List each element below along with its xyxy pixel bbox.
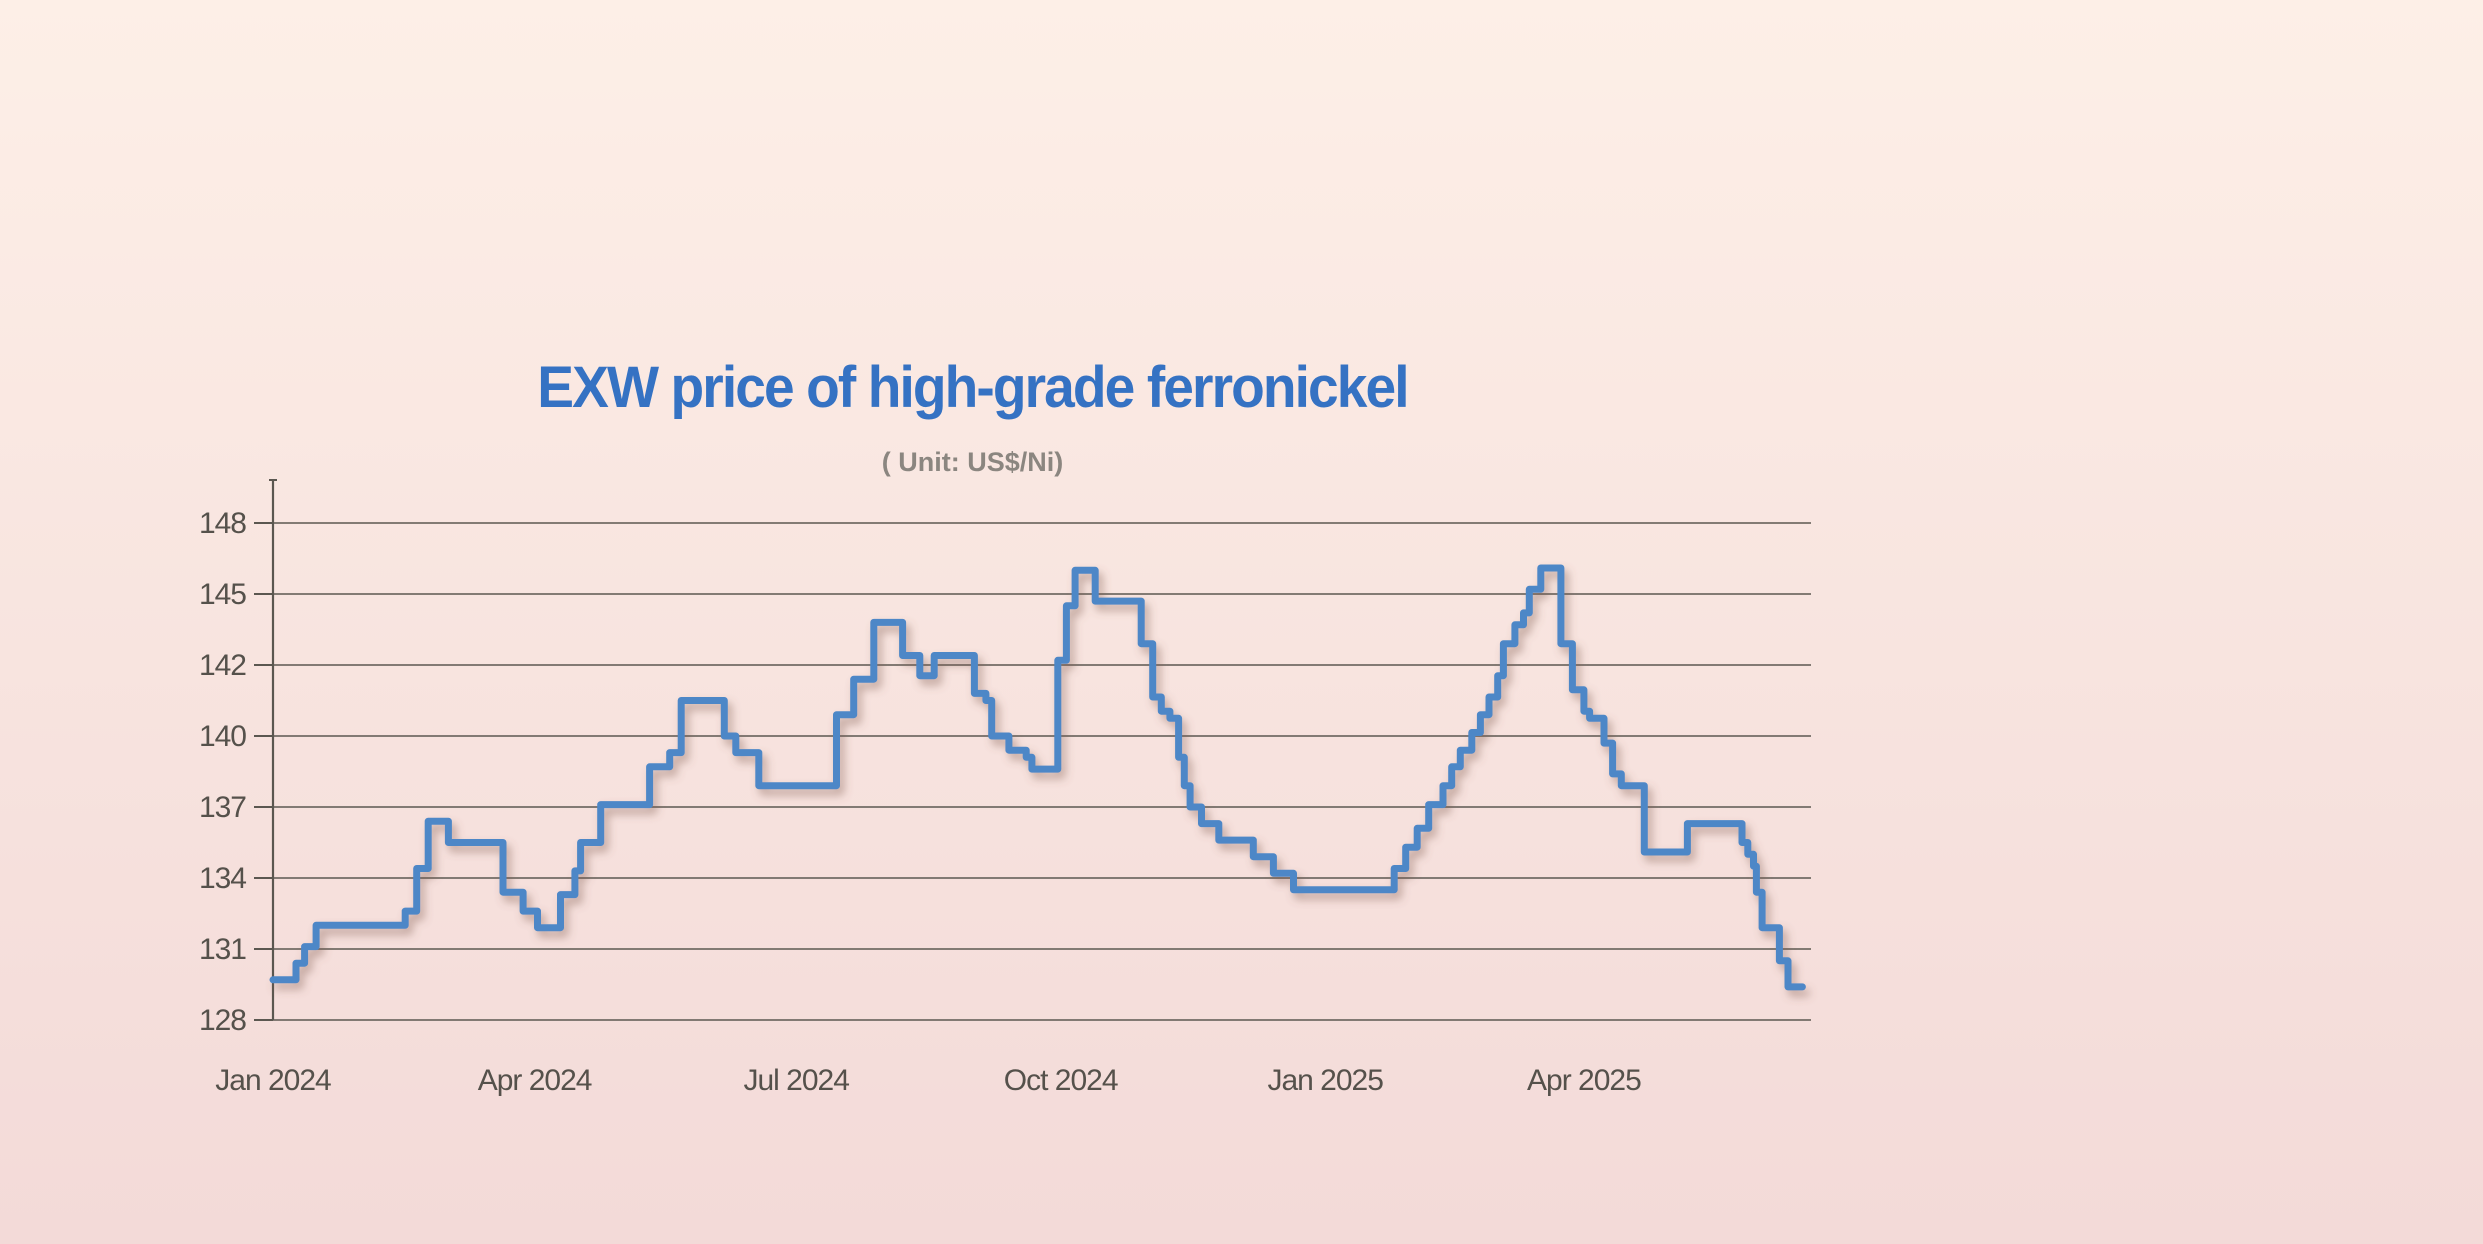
x-tick-label: Apr 2024: [478, 1064, 592, 1097]
y-tick-label: 148: [199, 507, 246, 540]
x-tick-label: Jul 2024: [743, 1064, 849, 1097]
x-tick-label: Oct 2024: [1004, 1064, 1118, 1097]
chart-unit-label: ( Unit: US$/Ni): [881, 447, 1064, 477]
y-tick-label: 145: [199, 578, 246, 611]
x-tick-label: Jan 2024: [215, 1064, 331, 1097]
price-series-line: [269, 564, 1806, 991]
y-tick-label: 137: [199, 791, 246, 824]
y-tick-label: 134: [199, 862, 246, 895]
y-tick-label: 128: [199, 1004, 246, 1037]
chart-title: EXW price of high-grade ferronickel: [537, 355, 1409, 420]
y-tick-label: 131: [199, 933, 246, 966]
x-tick-label: Jan 2025: [1267, 1064, 1383, 1097]
y-tick-label: 140: [199, 720, 246, 753]
x-tick-label: Apr 2025: [1527, 1064, 1641, 1097]
y-tick-label: 142: [199, 649, 246, 682]
